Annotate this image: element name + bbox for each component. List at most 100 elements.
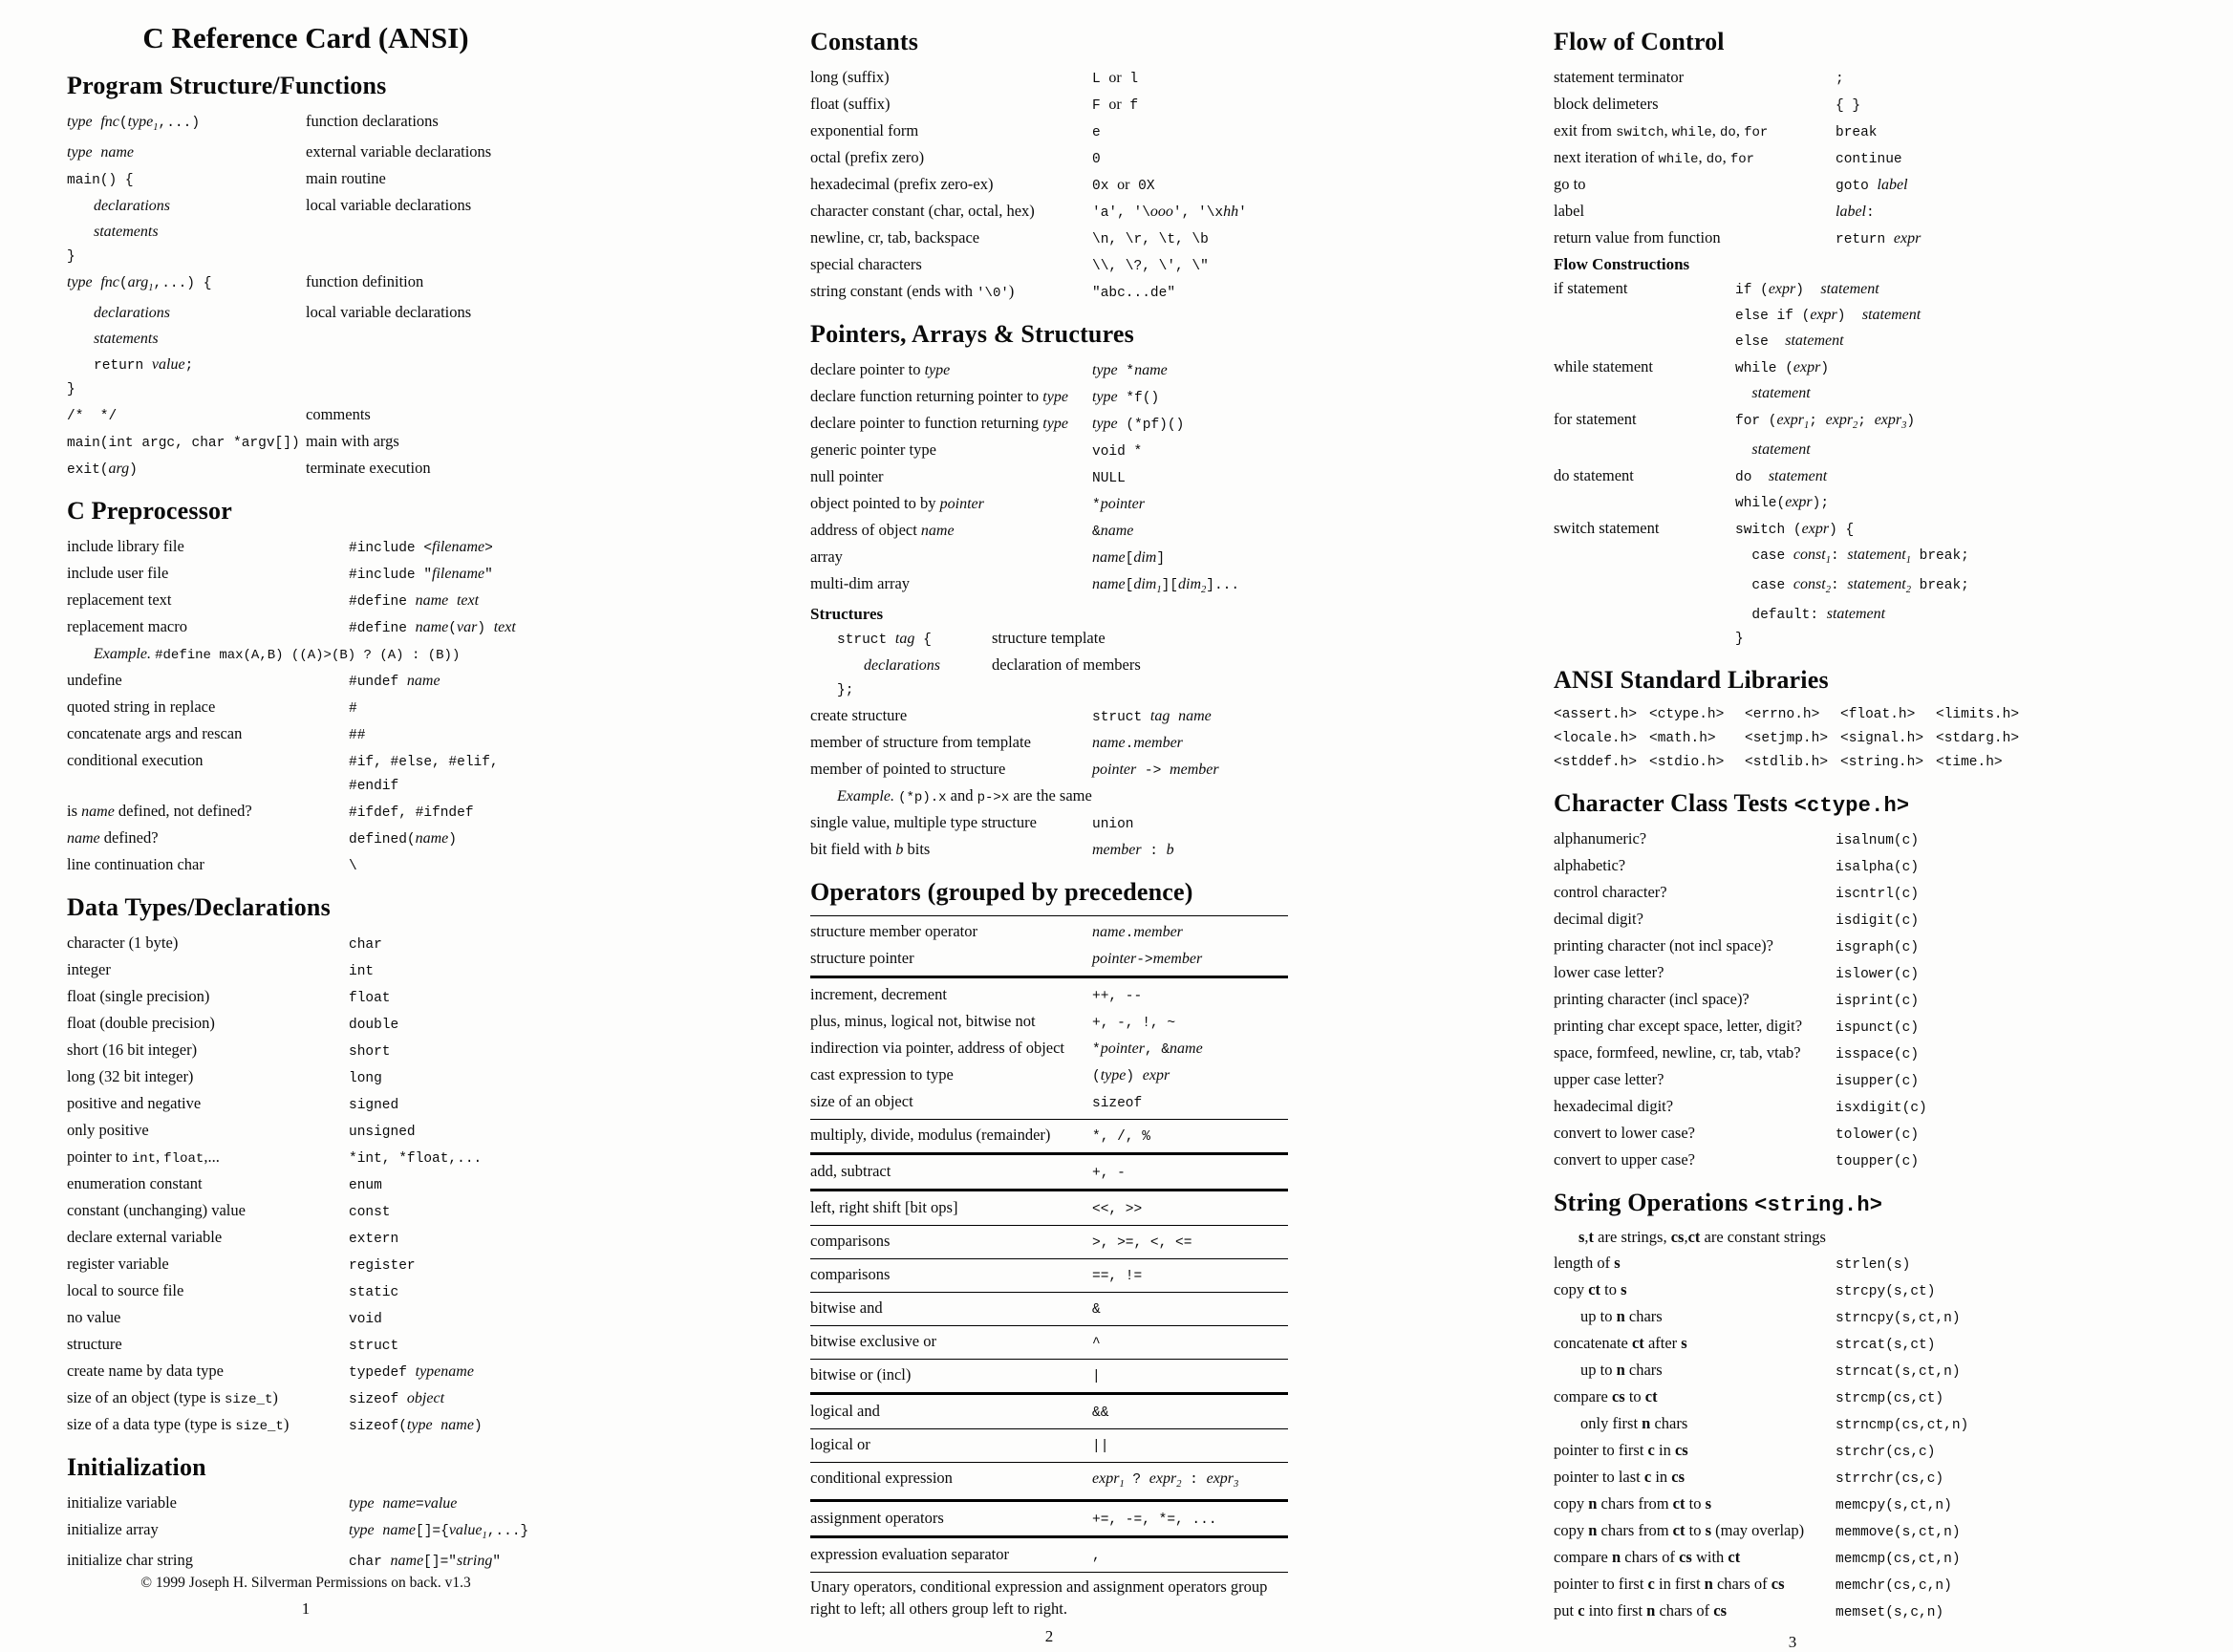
row: up to n chars strncat(s,ct,n) xyxy=(1554,1358,2031,1384)
row: multiply, divide, modulus (remainder) *, … xyxy=(810,1123,1288,1149)
row: if statement if (expr) statement else if … xyxy=(1554,276,2031,354)
code-cell: *, /, % xyxy=(1092,1128,1150,1145)
row: for statement for (expr1; expr2; expr3) s… xyxy=(1554,407,2031,463)
desc-cell: up to n chars xyxy=(1580,1360,1663,1379)
library-name: <limits.h> xyxy=(1936,706,2020,722)
code-cell: *pointer, &name xyxy=(1092,1040,1203,1058)
row: enumeration constant enum xyxy=(67,1171,545,1198)
desc-cell: bitwise and xyxy=(810,1298,883,1317)
code-cell: { } xyxy=(1836,98,1861,114)
section-heading: Constants xyxy=(810,28,919,55)
desc-cell: string constant (ends with '\0') xyxy=(810,282,1015,301)
column-2-sections: Constants long (suffix) L or l float (suffi… xyxy=(810,13,1288,1620)
code-cell: member : b xyxy=(1092,841,1174,859)
desc-cell: bitwise or (incl) xyxy=(810,1364,912,1384)
desc-cell: structure template xyxy=(992,628,1106,647)
library-name: <setjmp.h> xyxy=(1745,730,1829,746)
desc-cell: integer xyxy=(67,959,111,978)
code-cell: main(int argc, char *argv[]) xyxy=(67,435,300,451)
desc-cell: plus, minus, logical not, bitwise not xyxy=(810,1011,1036,1030)
code-cell: break xyxy=(1836,125,1878,140)
desc-cell: local variable declarations xyxy=(306,195,472,214)
section-heading: Operators (grouped by precedence) xyxy=(810,877,1193,906)
code-cell: exit(arg) xyxy=(67,460,138,478)
row: compare n chars of cs with ct memcmp(cs,c… xyxy=(1554,1545,2031,1572)
desc-cell: upper case letter? xyxy=(1554,1069,1664,1088)
row: type fnc(arg1,...) {function definition xyxy=(67,269,545,300)
code-cell: char xyxy=(349,936,382,953)
section-heading: Pointers, Arrays & Structures xyxy=(810,320,1134,348)
row: is name defined, not defined? #ifdef, #if… xyxy=(67,799,545,826)
code-cell: } xyxy=(67,381,75,397)
code-cell: sizeof(type name) xyxy=(349,1416,483,1434)
library-name: <signal.h> xyxy=(1840,730,1924,746)
row: add, subtract +, - xyxy=(810,1159,1288,1186)
code-cell: strncpy(s,ct,n) xyxy=(1836,1310,1961,1326)
code-cell: return expr xyxy=(1836,230,1922,247)
code-cell: \\, \?, \', \" xyxy=(1092,259,1209,274)
code-cell: memmove(s,ct,n) xyxy=(1836,1524,1961,1540)
desc-cell: special characters xyxy=(810,255,922,273)
desc-cell: increment, decrement xyxy=(810,984,947,1003)
row: hexadecimal (prefix zero-ex) 0x or 0X xyxy=(810,172,1288,199)
code-cell: +, -, !, ~ xyxy=(1092,1015,1176,1031)
code-cell: double xyxy=(349,1017,399,1033)
code-cell: \ xyxy=(349,858,357,874)
desc-cell: only first n chars xyxy=(1580,1413,1688,1432)
code-cell: do statement while(expr); xyxy=(1735,467,1830,511)
library-name: <ctype.h> xyxy=(1649,706,1725,722)
desc-cell: logical or xyxy=(810,1434,870,1453)
code-cell: declarations xyxy=(94,304,170,321)
desc-cell: newline, cr, tab, backspace xyxy=(810,228,980,247)
desc-cell: member of pointed to structure xyxy=(810,759,1006,778)
reference-card-page: C Reference Card (ANSI) Program Structur… xyxy=(67,13,2031,1651)
row: concatenate ct after s strcat(s,ct) xyxy=(1554,1331,2031,1358)
row: float (single precision) float xyxy=(67,984,545,1011)
code-cell: \n, \r, \t, \b xyxy=(1092,232,1209,247)
section-heading: Initialization xyxy=(67,1452,206,1481)
desc-cell: undefine xyxy=(67,670,122,689)
desc-cell: register variable xyxy=(67,1254,169,1273)
row: initialize variable type name=value xyxy=(67,1491,545,1517)
desc-cell: conditional execution xyxy=(67,750,204,769)
desc-cell: comparisons xyxy=(810,1264,891,1283)
code-cell: union xyxy=(1092,816,1134,832)
desc-cell: character constant (char, octal, hex) xyxy=(810,202,1035,220)
desc-cell: up to n chars xyxy=(1580,1306,1663,1325)
precedence-rule xyxy=(810,975,1288,978)
code-cell: register xyxy=(349,1257,416,1274)
row: put c into first n chars of cs memset(s,c… xyxy=(1554,1598,2031,1625)
row: object pointed to by pointer *pointer xyxy=(810,491,1288,518)
precedence-rule xyxy=(810,1224,1288,1226)
row: float (double precision) double xyxy=(67,1011,545,1038)
desc-cell: label xyxy=(1554,202,1585,220)
row: pointer to first c in cs strchr(cs,c) xyxy=(1554,1438,2031,1465)
row: address of object name &name xyxy=(810,518,1288,545)
code-cell: goto label xyxy=(1836,177,1908,194)
row: logical or || xyxy=(810,1432,1288,1459)
row: include user file #include "filename" xyxy=(67,561,545,588)
row: main(int argc, char *argv[]) main with ar… xyxy=(67,429,545,456)
span-row: Example. (*p).x and p->x are the same xyxy=(837,785,1092,805)
section-note: s,t are strings, cs,ct are constant stri… xyxy=(1578,1227,1826,1246)
code-cell: extern xyxy=(349,1231,399,1247)
code-cell: memcpy(s,ct,n) xyxy=(1836,1497,1952,1513)
row: create structure struct tag name xyxy=(810,703,1288,730)
code-cell: #define name(var) text xyxy=(349,618,516,636)
column-3: Flow of Control statement terminator; bloc… xyxy=(1554,13,2031,1651)
code-cell: struct tag name xyxy=(1092,707,1212,725)
desc-cell: structure member operator xyxy=(810,921,978,940)
code-cell: defined(name) xyxy=(349,829,457,847)
library-name: <assert.h> xyxy=(1554,706,1638,722)
row: } xyxy=(67,246,545,269)
desc-cell: copy ct to s xyxy=(1554,1279,1627,1298)
row: comparisons >, >=, <, <= xyxy=(810,1229,1288,1255)
row: declare function returning pointer to ty… xyxy=(810,384,1288,411)
row: string constant (ends with '\0') "abc...d… xyxy=(810,279,1288,306)
row: only positive unsigned xyxy=(67,1118,545,1145)
row: assignment operators +=, -=, *=, ... xyxy=(810,1506,1288,1533)
row: indirection via pointer, address of obje… xyxy=(810,1036,1288,1062)
row: copy n chars from ct to s (may overlap) m… xyxy=(1554,1518,2031,1545)
code-cell: || xyxy=(1092,1438,1109,1454)
desc-cell: concatenate ct after s xyxy=(1554,1333,1687,1352)
